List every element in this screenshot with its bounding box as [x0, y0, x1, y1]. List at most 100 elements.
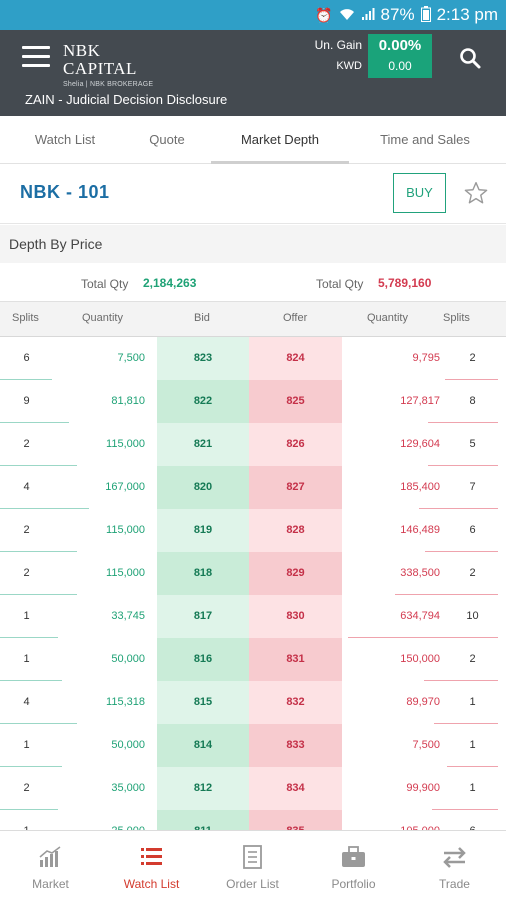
- logo-text: NBK CAPITAL: [63, 41, 137, 78]
- col-bid-quantity: Quantity: [82, 312, 123, 324]
- bid-splits: 1: [23, 653, 30, 665]
- col-bid-splits: Splits: [12, 312, 39, 324]
- gain-value: 0.00: [388, 59, 412, 73]
- depth-row[interactable]: 125,000 811835 105,000 6: [0, 810, 506, 830]
- offer-volume-bar: [395, 594, 498, 595]
- bid-price: 821: [157, 423, 249, 466]
- nav-trade[interactable]: Trade: [404, 831, 505, 900]
- tab-time-and-sales[interactable]: Time and Sales: [380, 132, 470, 147]
- battery-percent: 87%: [380, 5, 415, 24]
- depth-section-header: Depth By Price: [0, 225, 506, 263]
- nav-label: Watch List: [123, 877, 180, 891]
- col-offer: Offer: [283, 312, 308, 324]
- battery-icon: [420, 5, 431, 25]
- list-icon: [138, 845, 165, 869]
- clock-time: 2:13 pm: [436, 5, 498, 24]
- nav-market[interactable]: Market: [0, 831, 101, 900]
- offer-volume-bar: [428, 422, 498, 423]
- total-offer-label: Total Qty: [316, 277, 364, 291]
- offer-quantity: 129,604: [400, 438, 440, 450]
- bid-volume-bar: [0, 766, 62, 767]
- document-icon: [239, 845, 266, 869]
- bid-quantity: 115,000: [106, 438, 145, 450]
- depth-row[interactable]: 9 81,810 822 825 127,817 8: [0, 380, 506, 423]
- offer-price: 825: [249, 380, 342, 423]
- nav-label: Trade: [439, 877, 470, 891]
- depth-row[interactable]: 2 115,000 818 829 338,500 2: [0, 552, 506, 595]
- offer-quantity: 185,400: [400, 481, 440, 493]
- offer-quantity: 89,970: [406, 696, 440, 708]
- nav-watch-list[interactable]: Watch List: [101, 831, 202, 900]
- bottom-navigation: Market Watch List Order List Portfolio T…: [0, 830, 506, 900]
- total-bid-qty: 2,184,263: [143, 276, 197, 290]
- offer-quantity: 105,000: [349, 810, 440, 830]
- tab-watch-list[interactable]: Watch List: [34, 132, 96, 147]
- total-offer-qty: 5,789,160: [378, 276, 432, 290]
- news-ticker[interactable]: ZAIN - Judicial Decision Disclosure: [25, 92, 228, 107]
- depth-row[interactable]: 2 115,000 821 826 129,604 5: [0, 423, 506, 466]
- depth-row[interactable]: 2 115,000 819 828 146,489 6: [0, 509, 506, 552]
- depth-column-header: Splits Quantity Bid Offer Quantity Split…: [0, 301, 506, 337]
- nav-portfolio[interactable]: Portfolio: [303, 831, 404, 900]
- bid-volume-bar: [0, 379, 52, 380]
- bid-splits: 1: [23, 610, 30, 622]
- bid-splits: 2: [23, 438, 30, 450]
- offer-price: 835: [249, 810, 342, 830]
- status-bar: ⏰ 87% 2:13 pm: [0, 0, 506, 30]
- symbol-name: NBK - 101: [20, 182, 110, 202]
- offer-splits: 2: [469, 653, 476, 665]
- gain-currency-label: KWD: [336, 60, 362, 72]
- bid-volume-bar: [0, 809, 58, 810]
- depth-row[interactable]: 6 7,500 823 824 9,795 2: [0, 337, 506, 380]
- buy-button[interactable]: BUY: [393, 173, 446, 213]
- offer-splits: 8: [469, 395, 476, 407]
- offer-quantity: 150,000: [400, 653, 440, 665]
- offer-volume-bar: [432, 809, 498, 810]
- alarm-icon: ⏰: [315, 6, 333, 23]
- offer-splits: 2: [469, 352, 476, 364]
- offer-splits: 1: [469, 696, 476, 708]
- depth-table[interactable]: 6 7,500 823 824 9,795 2 9 81,810 822 825 127,817 8 2…: [0, 337, 506, 830]
- offer-volume-bar: [445, 379, 498, 380]
- chart-icon: [37, 845, 64, 869]
- tab-quote[interactable]: Quote: [149, 132, 185, 147]
- nav-order-list[interactable]: Order List: [202, 831, 303, 900]
- offer-price: 827: [249, 466, 342, 509]
- offer-volume-bar: [434, 723, 498, 724]
- briefcase-icon: [340, 845, 367, 869]
- unrealized-gain-box[interactable]: 0.00% 0.00: [368, 34, 432, 78]
- tab-market-depth[interactable]: Market Depth: [240, 132, 320, 147]
- bid-quantity: 167,000: [105, 481, 145, 493]
- offer-price: 832: [249, 681, 342, 724]
- depth-row[interactable]: 1 33,745 817 830 634,794 10: [0, 595, 506, 638]
- depth-row[interactable]: 4 115,318 815 832 89,970 1: [0, 681, 506, 724]
- bid-price: 818: [157, 552, 249, 595]
- col-offer-quantity: Quantity: [367, 312, 408, 324]
- unrealized-gain-label: Un. Gain: [314, 38, 362, 52]
- bid-volume-bar: [0, 723, 77, 724]
- offer-splits: 6: [450, 810, 495, 830]
- depth-row[interactable]: 4 167,000 820 827 185,400 7: [0, 466, 506, 509]
- wifi-icon: [339, 7, 355, 24]
- bid-splits: 2: [23, 524, 30, 536]
- offer-price: 833: [249, 724, 342, 767]
- bid-volume-bar: [0, 637, 58, 638]
- bid-price: 819: [157, 509, 249, 552]
- offer-price: 829: [249, 552, 342, 595]
- offer-quantity: 9,795: [412, 352, 440, 364]
- depth-row[interactable]: 1 50,000 814 833 7,500 1: [0, 724, 506, 767]
- depth-row[interactable]: 2 35,000 812 834 99,900 1: [0, 767, 506, 810]
- offer-volume-bar: [447, 766, 498, 767]
- offer-splits: 1: [469, 782, 476, 794]
- menu-icon[interactable]: [22, 46, 50, 68]
- offer-splits: 7: [469, 481, 476, 493]
- bid-price: 816: [157, 638, 249, 681]
- depth-row[interactable]: 1 50,000 816 831 150,000 2: [0, 638, 506, 681]
- bid-quantity: 33,745: [111, 610, 145, 622]
- offer-volume-bar: [419, 508, 498, 509]
- search-icon[interactable]: [458, 46, 482, 70]
- star-icon[interactable]: [463, 180, 489, 206]
- bid-splits: 6: [23, 352, 30, 364]
- bid-quantity: 50,000: [111, 739, 145, 751]
- offer-quantity: 338,500: [400, 567, 440, 579]
